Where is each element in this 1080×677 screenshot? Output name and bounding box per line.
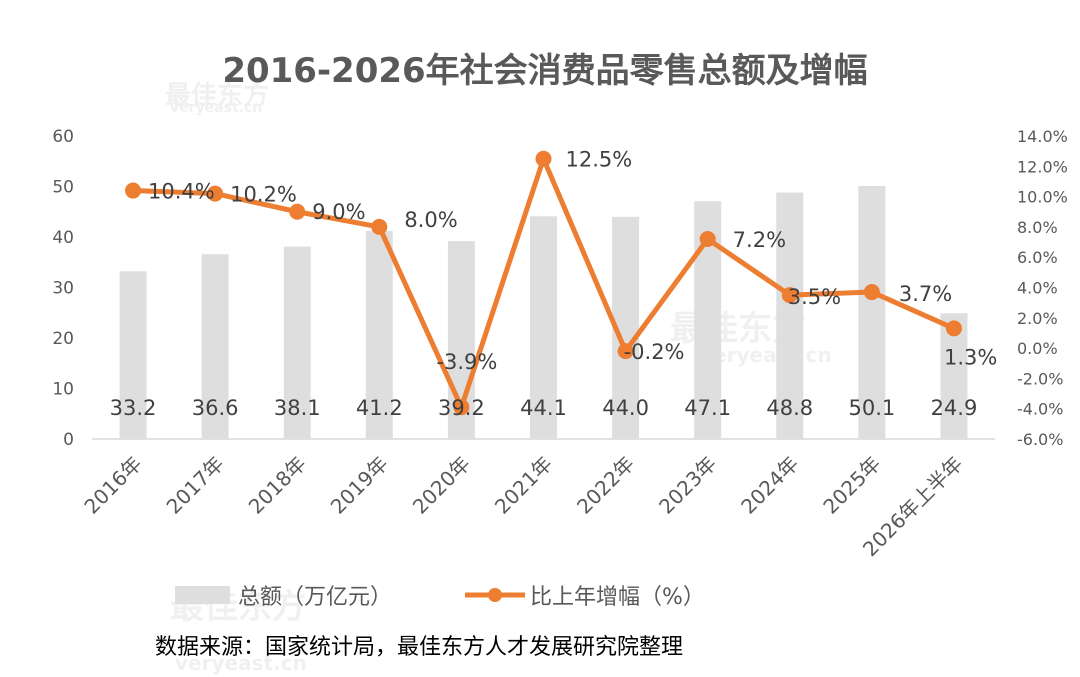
svg-text:最佳东方: 最佳东方 [165, 80, 269, 111]
y-right-tick-label: 6.0% [1017, 248, 1058, 267]
legend: 总额（万亿元） 比上年增幅（%） [175, 585, 705, 610]
y-right-tick-label: 10.0% [1017, 188, 1068, 207]
line-value-label: 9.0% [312, 200, 365, 224]
bar [858, 185, 886, 439]
bar-value-label: 41.2 [356, 396, 403, 420]
y-left-tick-label: 30 [52, 279, 74, 299]
x-tick-label: 2017年 [162, 452, 229, 519]
x-tick-label: 2023年 [654, 452, 721, 519]
bar-value-label: 39.2 [438, 396, 485, 420]
legend-swatch-bar [175, 586, 230, 604]
growth-point [863, 284, 880, 301]
data-labels: 33.2 36.6 38.1 41.2 39.2 44.1 44.0 47.1 48.8 50.1… [110, 148, 998, 420]
growth-point [207, 185, 224, 202]
x-tick-label: 2020年 [408, 452, 475, 519]
line-series [125, 150, 962, 416]
svg-text:veryeast.cn: veryeast.cn [175, 651, 307, 675]
bar-value-label: 47.1 [684, 396, 731, 420]
watermark-logo: 最佳东方 veryeast.cn 最佳东方 veryeast.cn 最佳东方 v… [165, 80, 832, 675]
legend-swatch-marker [488, 588, 502, 602]
svg-text:veryeast.cn: veryeast.cn [170, 100, 262, 116]
line-value-label: -0.2% [624, 340, 685, 364]
bar [776, 192, 804, 439]
growth-point [945, 320, 962, 337]
bar-value-label: 38.1 [274, 396, 321, 420]
y-right-tick-label: 2.0% [1017, 309, 1058, 328]
y-left-tick-label: 0 [63, 430, 74, 450]
y-right-tick-label: 0.0% [1017, 339, 1058, 358]
y-right-tick-label: -6.0% [1017, 430, 1063, 449]
x-tick-label: 2022年 [572, 452, 639, 519]
y-right-tick-label: 4.0% [1017, 279, 1058, 298]
y-left-tick-label: 50 [52, 178, 74, 198]
growth-point [125, 182, 142, 199]
bar [530, 216, 557, 439]
bar-value-label: 44.0 [602, 396, 649, 420]
line-value-label: -3.9% [436, 350, 497, 374]
bar-value-label: 33.2 [110, 396, 157, 420]
legend-label-line: 比上年增幅（%） [530, 585, 705, 610]
bar-value-label: 24.9 [931, 396, 978, 420]
line-value-label: 10.4% [148, 180, 215, 204]
y-right-tick-label: 14.0% [1017, 127, 1068, 146]
line-value-label: 10.2% [230, 183, 297, 207]
growth-point [617, 343, 634, 360]
y-right-tick-label: 12.0% [1017, 157, 1068, 176]
y-left-tick-label: 60 [52, 127, 74, 147]
growth-point [453, 399, 470, 416]
y-left-tick-label: 20 [52, 329, 74, 349]
source-note: 数据来源：国家统计局，最佳东方人才发展研究院整理 [155, 635, 683, 660]
x-tick-label: 2021年 [490, 452, 557, 519]
bar [119, 271, 147, 439]
line-value-label: 12.5% [566, 148, 633, 172]
y-left-tick-label: 10 [52, 380, 74, 400]
svg-text:veryeast.cn: veryeast.cn [700, 343, 832, 367]
y-right-tick-label: 8.0% [1017, 218, 1058, 237]
line-value-label: 3.5% [788, 285, 841, 309]
chart-title: 2016-2026年社会消费品零售总额及增幅 [222, 51, 867, 91]
bar [365, 230, 393, 439]
x-tick-label: 2018年 [244, 452, 311, 519]
growth-point [371, 218, 388, 235]
y-left-tick-label: 40 [52, 228, 74, 248]
legend-label-bar: 总额（万亿元） [238, 585, 392, 610]
x-tick-label: 2025年 [818, 452, 885, 519]
bar-value-label: 44.1 [520, 396, 567, 420]
x-tick-label: 2019年 [326, 452, 393, 519]
growth-point [699, 231, 716, 248]
x-tick-label: 2024年 [736, 452, 803, 519]
growth-point [289, 203, 306, 220]
bar-value-label: 48.8 [766, 396, 813, 420]
line-value-label: 7.2% [733, 228, 786, 252]
x-tick-label: 2016年 [79, 452, 146, 519]
y-right-tick-label: -2.0% [1017, 369, 1063, 388]
y-right-tick-label: -4.0% [1017, 400, 1063, 419]
growth-point [781, 287, 798, 304]
growth-point [535, 150, 552, 167]
bar-value-label: 50.1 [848, 396, 895, 420]
bar-series [119, 185, 968, 439]
line-value-label: 3.7% [899, 282, 952, 306]
bar [283, 246, 311, 439]
line-value-label: 8.0% [404, 208, 457, 232]
line-value-label: 1.3% [944, 345, 997, 369]
bar-value-label: 36.6 [192, 396, 239, 420]
bar [201, 254, 229, 439]
